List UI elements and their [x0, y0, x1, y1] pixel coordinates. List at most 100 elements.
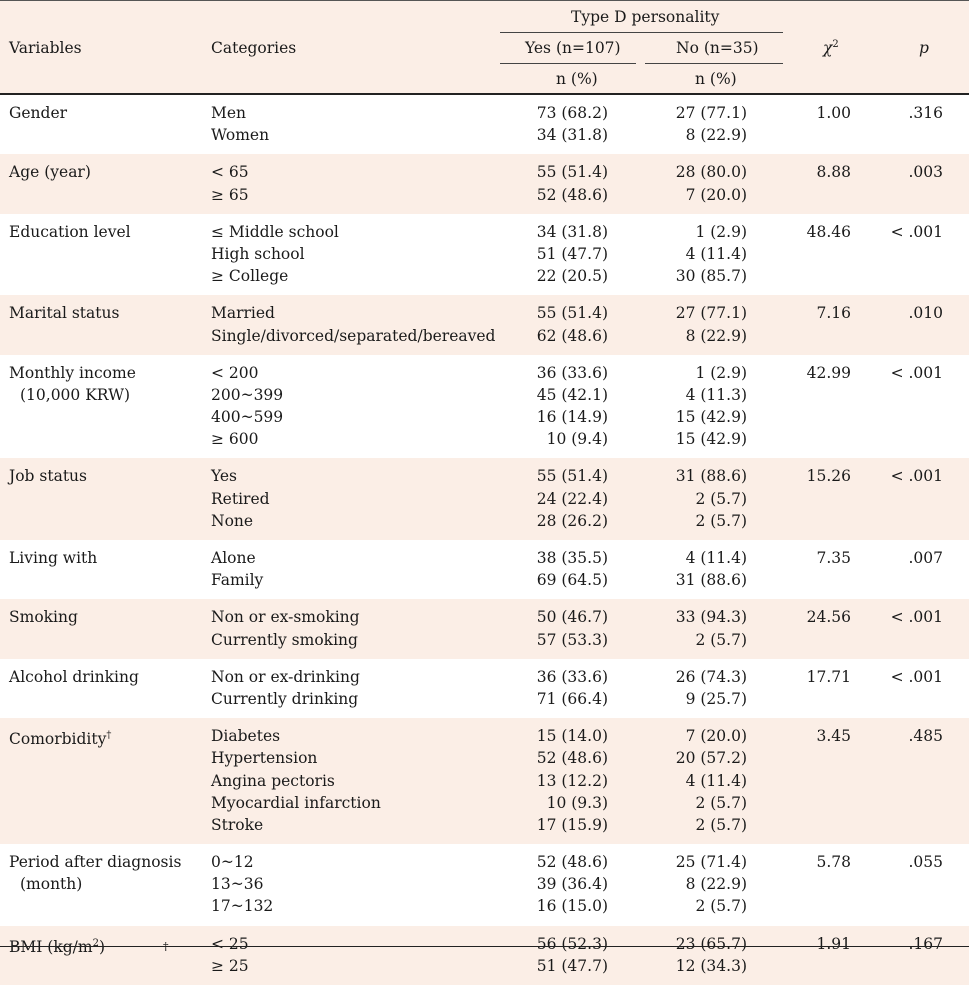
category-cell: 0~12 — [211, 853, 254, 872]
header-n-no: n (%) — [695, 70, 737, 88]
table-row: Living with Alone 38 (35.5) 4 (11.4) 7.35 .00… — [0, 547, 969, 569]
no-count-cell: 31 (88.6) — [675, 571, 747, 590]
category-cell: Myocardial infarction — [211, 793, 381, 812]
chi-square-cell: 1.91 — [816, 934, 851, 953]
no-count-cell: 27 (77.1) — [675, 104, 747, 122]
p-value-cell: .055 — [908, 853, 943, 872]
table-row: Myocardial infarction 10 (9.3) 2 (5.7) — [0, 792, 969, 814]
no-count-cell: 2 (5.7) — [695, 793, 747, 812]
header-no: No (n=35) — [676, 39, 759, 57]
variable-name: Monthly income — [9, 363, 136, 382]
table-row: Currently smoking 57 (53.3) 2 (5.7) — [0, 629, 969, 651]
chi-square-cell: 5.78 — [816, 853, 851, 872]
variable-name: (10,000 KRW) — [20, 385, 131, 404]
category-cell: Women — [211, 126, 270, 145]
no-count-cell: 4 (11.4) — [685, 549, 747, 567]
table-row: Job status Yes 55 (51.4) 31 (88.6) 15.26 < .0… — [0, 465, 969, 487]
category-cell: Men — [211, 104, 247, 122]
no-count-cell: 2 (5.7) — [695, 511, 747, 530]
yes-count-cell: 15 (14.0) — [536, 727, 608, 746]
p-value-cell: .007 — [908, 549, 943, 567]
table-row: (10,000 KRW) 200~399 45 (42.1) 4 (11.3) — [0, 384, 969, 406]
chi-square-cell: 17.71 — [806, 667, 851, 686]
table-body: Gender Men 73 (68.2) 27 (77.1) 1.00 .316 Women… — [0, 95, 969, 985]
chi-square-cell: 15.26 — [806, 467, 851, 486]
category-cell: ≥ 600 — [211, 430, 259, 449]
yes-count-cell: 62 (48.6) — [536, 326, 608, 345]
row-group: Gender Men 73 (68.2) 27 (77.1) 1.00 .316 Women… — [0, 95, 969, 154]
chi-square-cell: 7.35 — [816, 549, 851, 567]
no-count-cell: 15 (42.9) — [675, 408, 747, 427]
yes-count-cell: 51 (47.7) — [536, 956, 608, 975]
no-count-cell: 31 (88.6) — [675, 467, 747, 486]
table-row: ≥ 600 10 (9.4) 15 (42.9) — [0, 428, 969, 450]
variable-name: Job status — [9, 467, 87, 486]
variable-name: Comorbidity† — [9, 730, 112, 749]
category-cell: Hypertension — [211, 749, 318, 768]
p-value-cell: .485 — [908, 727, 943, 746]
no-count-cell: 8 (22.9) — [685, 875, 747, 894]
yes-count-cell: 38 (35.5) — [536, 549, 608, 567]
table-row: Period after diagnosis 0~12 52 (48.6) 25 (7… — [0, 851, 969, 873]
yes-count-cell: 69 (64.5) — [536, 571, 608, 590]
table-row: Age (year) < 65 55 (51.4) 28 (80.0) 8.88 .003 — [0, 161, 969, 183]
no-count-cell: 2 (5.7) — [695, 897, 747, 916]
table-row: Comorbidity† Diabetes 15 (14.0) 7 (20.0) 3.4… — [0, 725, 969, 749]
chi-square-cell: 7.16 — [816, 304, 851, 323]
table-row: ≥ 65 52 (48.6) 7 (20.0) — [0, 184, 969, 206]
no-count-cell: 1 (2.9) — [695, 363, 747, 382]
p-value-cell: < .001 — [890, 667, 943, 686]
yes-count-cell: 13 (12.2) — [536, 771, 608, 790]
table-row: Gender Men 73 (68.2) 27 (77.1) 1.00 .316 — [0, 102, 969, 124]
chi-square-cell: 24.56 — [806, 608, 851, 627]
yes-count-cell: 57 (53.3) — [536, 630, 608, 649]
table-row: (month) 13~36 39 (36.4) 8 (22.9) — [0, 873, 969, 895]
no-count-cell: 27 (77.1) — [675, 304, 747, 323]
no-count-cell: 23 (65.7) — [675, 934, 747, 953]
no-count-cell: 1 (2.9) — [695, 222, 747, 241]
yes-count-cell: 34 (31.8) — [536, 222, 608, 241]
row-group: Monthly income < 200 36 (33.6) 1 (2.9) 42.99… — [0, 355, 969, 459]
table-row: Education level ≤ Middle school 34 (31.8) 1… — [0, 221, 969, 243]
no-count-cell: 2 (5.7) — [695, 489, 747, 508]
category-cell: High school — [211, 244, 305, 263]
no-count-cell: 2 (5.7) — [695, 815, 747, 834]
p-value-cell: .316 — [908, 104, 943, 122]
no-count-cell: 4 (11.4) — [685, 244, 747, 263]
variable-name: Marital status — [9, 304, 120, 323]
header-chi-square: χ2 — [823, 39, 839, 58]
chi-square-cell: 42.99 — [806, 363, 851, 382]
category-cell: ≥ College — [211, 267, 289, 286]
yes-count-cell: 52 (48.6) — [536, 185, 608, 204]
no-count-cell: 12 (34.3) — [675, 956, 747, 975]
yes-count-cell: 17 (15.9) — [536, 815, 608, 834]
category-cell: None — [211, 511, 254, 530]
p-value-cell: .167 — [908, 934, 943, 953]
yes-count-cell: 71 (66.4) — [536, 689, 608, 708]
category-cell: Currently drinking — [211, 689, 359, 708]
category-cell: < 200 — [211, 363, 259, 382]
yes-count-cell: 22 (20.5) — [536, 267, 608, 286]
yes-count-cell: 39 (36.4) — [536, 875, 608, 894]
category-cell: ≤ Middle school — [211, 222, 339, 241]
yes-count-cell: 73 (68.2) — [536, 104, 608, 122]
p-value-cell: .003 — [908, 163, 943, 182]
chi-square-cell: 1.00 — [816, 104, 851, 122]
table-row: High school 51 (47.7) 4 (11.4) — [0, 243, 969, 265]
table-row: ≥ 25 51 (47.7) 12 (34.3) — [0, 955, 969, 977]
category-cell: 17~132 — [211, 897, 274, 916]
category-cell: Non or ex-smoking — [211, 608, 360, 627]
p-value-cell: < .001 — [890, 222, 943, 241]
p-value-cell: .010 — [908, 304, 943, 323]
category-cell: Single/divorced/separated/bereaved — [211, 326, 496, 345]
no-count-cell: 7 (20.0) — [685, 727, 747, 746]
table-row: Monthly income < 200 36 (33.6) 1 (2.9) 42.99… — [0, 362, 969, 384]
table-row: Smoking Non or ex-smoking 50 (46.7) 33 (94.… — [0, 606, 969, 628]
category-cell: Stroke — [211, 815, 264, 834]
yes-count-cell: 28 (26.2) — [536, 511, 608, 530]
table-row: Marital status Married 55 (51.4) 27 (77.1) 7… — [0, 302, 969, 324]
category-cell: Non or ex-drinking — [211, 667, 360, 686]
yes-count-cell: 52 (48.6) — [536, 749, 608, 768]
row-group: Alcohol drinking Non or ex-drinking 36 (33… — [0, 659, 969, 718]
yes-count-cell: 16 (14.9) — [536, 408, 608, 427]
